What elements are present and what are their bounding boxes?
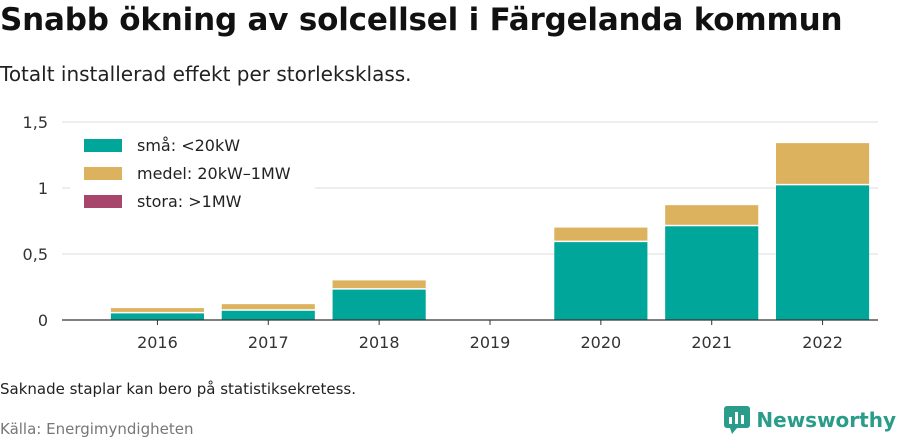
legend-swatch — [84, 167, 122, 180]
bar-segment — [665, 226, 759, 320]
y-tick-label: 0 — [38, 311, 48, 330]
legend-label: medel: 20kW–1MW — [137, 164, 291, 183]
y-tick-label: 1 — [38, 179, 48, 198]
bar-segment — [110, 308, 204, 312]
y-axis-tick-labels: 0 0,5 1 1,5 — [23, 113, 48, 330]
bar-segment — [332, 280, 426, 289]
legend-label: små: <20kW — [137, 136, 240, 155]
x-tick-label: 2019 — [470, 333, 511, 352]
y-tick-label: 1,5 — [23, 113, 48, 132]
bar-segment — [776, 143, 870, 184]
y-tick-label: 0,5 — [23, 245, 48, 264]
x-tick-label: 2016 — [137, 333, 178, 352]
bar-segment — [332, 289, 426, 320]
x-axis — [62, 319, 878, 325]
x-axis-tick-labels: 2016 2017 2018 2019 2020 2021 2022 — [137, 333, 843, 352]
footnote: Saknade staplar kan bero på statistiksek… — [0, 380, 357, 398]
bar-chart: 0 0,5 1 1,5 2016 2017 2018 2019 2020 2021 2022 sm… — [23, 113, 878, 352]
x-tick-label: 2017 — [248, 333, 289, 352]
brand-name: Newsworthy — [756, 408, 896, 432]
x-tick-label: 2018 — [359, 333, 400, 352]
bar-segment — [221, 310, 315, 320]
brand-logo: Newsworthy — [724, 406, 896, 434]
chart-subtitle: Totalt installerad effekt per storlekskl… — [0, 62, 412, 86]
bar-segment — [554, 242, 648, 320]
x-tick-label: 2020 — [580, 333, 621, 352]
chart-title: Snabb ökning av solcellsel i Färgelanda … — [0, 2, 843, 38]
bar-segment — [110, 313, 204, 320]
bar-segment — [554, 227, 648, 241]
bar-segment — [665, 205, 759, 225]
newsworthy-logo-icon — [724, 406, 751, 434]
legend: små: <20kW medel: 20kW–1MW stora: >1MW — [70, 130, 315, 218]
bar-segment — [776, 185, 870, 320]
legend-swatch — [84, 139, 122, 152]
bar-segment — [221, 304, 315, 310]
x-tick-label: 2022 — [802, 333, 843, 352]
legend-swatch — [84, 195, 122, 208]
x-tick-label: 2021 — [691, 333, 732, 352]
bars — [110, 143, 870, 320]
source-credit: Källa: Energimyndigheten — [0, 420, 194, 438]
legend-label: stora: >1MW — [137, 192, 242, 211]
